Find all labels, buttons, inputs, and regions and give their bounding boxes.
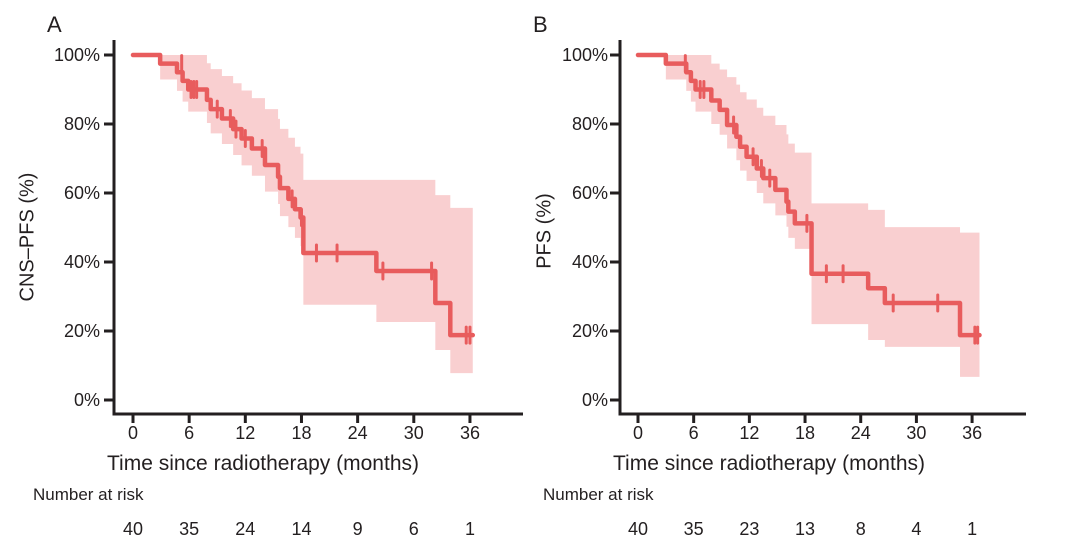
panel-b-letter: B	[533, 12, 548, 37]
risk-count: 23	[739, 519, 760, 539]
risk-count: 1	[967, 519, 978, 539]
x-tick-label: 24	[347, 423, 368, 443]
risk-count: 35	[683, 519, 704, 539]
x-tick-label: 12	[235, 423, 256, 443]
x-tick-label: 18	[291, 423, 312, 443]
x-tick-label: 6	[184, 423, 195, 443]
y-tick-label: 0%	[73, 390, 100, 410]
risk-count: 14	[291, 519, 312, 539]
number-at-risk-label-a: Number at risk	[33, 485, 144, 504]
y-tick-label: 20%	[571, 321, 608, 341]
risk-count: 40	[627, 519, 649, 539]
risk-count: 4	[911, 519, 922, 539]
x-tick-label: 6	[688, 423, 699, 443]
x-tick-label: 0	[127, 423, 139, 443]
number-at-risk-label-b: Number at risk	[543, 485, 654, 504]
y-tick-label: 0%	[581, 390, 608, 410]
y-tick-label: 20%	[63, 321, 100, 341]
x-tick-label: 18	[795, 423, 816, 443]
y-tick-label: 40%	[571, 252, 608, 272]
risk-count: 6	[408, 519, 419, 539]
y-tick-label: 80%	[63, 114, 100, 134]
x-axis-title-b: Time since radiotherapy (months)	[612, 452, 926, 475]
y-tick-label: 40%	[63, 252, 100, 272]
y-tick-label: 100%	[53, 45, 100, 65]
risk-count: 1	[464, 519, 475, 539]
x-tick-label: 30	[906, 423, 927, 443]
risk-count: 9	[352, 519, 363, 539]
risk-count: 24	[235, 519, 256, 539]
x-tick-label: 24	[850, 423, 871, 443]
risk-count: 35	[179, 519, 200, 539]
confidence-band	[665, 55, 980, 377]
x-tick-label: 30	[403, 423, 424, 443]
x-tick-label: 0	[632, 423, 644, 443]
panel-a-letter: A	[47, 12, 62, 37]
x-tick-label: 12	[739, 423, 760, 443]
risk-count: 40	[122, 519, 144, 539]
risk-count: 8	[855, 519, 866, 539]
x-tick-label: 36	[962, 423, 983, 443]
risk-count: 13	[795, 519, 816, 539]
x-axis-title-a: Time since radiotherapy (months)	[106, 452, 420, 475]
y-tick-label: 100%	[561, 45, 608, 65]
y-tick-label: 60%	[63, 183, 100, 203]
y-tick-label: 80%	[571, 114, 608, 134]
y-tick-label: 60%	[571, 183, 608, 203]
x-tick-label: 36	[459, 423, 480, 443]
confidence-band	[160, 55, 473, 374]
